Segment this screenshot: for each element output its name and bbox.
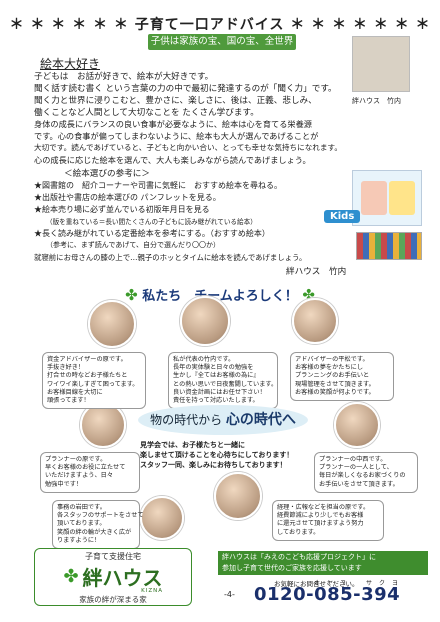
- member-photo: [334, 402, 380, 448]
- reading-illustration: [352, 170, 422, 226]
- logo-english: KIZNA: [141, 588, 163, 594]
- clover-icon: ✤: [63, 566, 79, 587]
- bookshelf-photo: [356, 232, 422, 260]
- article-subheading: ＜絵本選びの参考に＞: [64, 169, 150, 179]
- article-tip: ★図書館の 紹介コーナーや司書に気軽に おすすめ絵本を尋ねる。: [34, 181, 282, 190]
- article-title: 絵本大好き: [40, 57, 101, 71]
- article-line: 心の成長に応じた絵本を選んで、大人も楽しみながら読んであげましょう。: [34, 155, 311, 165]
- author-caption: 絆ハウス 竹内: [352, 97, 401, 105]
- project-banner: 絆ハウスは「みえのこども応援プロジェクト」に 参加し子育て世代のご家族を応援して…: [218, 551, 428, 575]
- member-bubble: 私が代表の竹内です。 長年の実体験と日々の勉強を 生かし『全てはお客様の為に』 との熱…: [168, 352, 278, 410]
- member-photo: [88, 300, 136, 348]
- company-logo: 子育て支援住宅 ✤ 絆ハウス KIZNA 家族の絆が深まる家: [34, 548, 192, 606]
- logo-name: 絆ハウス: [82, 566, 163, 590]
- member-photo: [214, 472, 262, 520]
- book-icon: [389, 181, 415, 215]
- member-bubble: プランナーの中西です。 プランナーの一人として、 毎日が楽しくなるお家づくりの お手伝…: [314, 452, 418, 493]
- era-banner: 物の時代から 心の時代へ: [138, 405, 308, 435]
- member-bubble: 資金アドバイザーの原です。 手抜き好き！ 打合せの時などお子様たちと ワイワイ楽しすぎ…: [42, 352, 146, 410]
- visit-message: 見学会では、お子様たちと一緒に 楽しませて頂けることを心待ちにしております！ ス…: [140, 441, 294, 469]
- member-bubble: 経理・広報などを担当の原です。 経費節減により少しでもお客様 に還元させて頂けますよ…: [272, 500, 384, 541]
- phone-number[interactable]: 0120-085-394: [254, 584, 401, 605]
- article-line: です。心の食事が偏ってしまわないように、絵本も大人が選んであげることが: [34, 131, 319, 141]
- banner: 子供は家族の宝、国の宝、全世界の宝: [148, 34, 296, 63]
- article-signature: 絆ハウス 竹内: [286, 267, 347, 277]
- member-bubble: アドバイザーの平松です。 お客様の夢をかたちにし プランニングのお手伝いと 現場管理を…: [290, 352, 394, 402]
- article-line: 身体の成長にバランスの良い食事が必要なように、絵本は心を育てる栄養源: [34, 119, 312, 129]
- author-photo: [352, 36, 410, 92]
- logo-tagline: 家族の絆が深まる家: [79, 595, 147, 604]
- member-bubble: 事務の岩田です。 各スタッフのサポートをさせて 頂いております。 笑顔の絆の輪が大きく…: [52, 500, 144, 550]
- member-bubble: プランナーの原です。 早くお客様のお役に立たせて いただけますよう、日々 勉強中です！: [40, 452, 140, 493]
- article-line: 働くことなど人間として大切なことを たくさん学びます。: [34, 108, 259, 118]
- member-photo: [292, 298, 338, 344]
- article-tip: （版を重ねている＝長い間たくさんの子どもに読み継がれている絵本）: [46, 218, 257, 226]
- phone-ruby: オヤコ サクヨ: [314, 580, 406, 587]
- article-closing: 就寝前にお母さんの膝の上で…親子のホッとタイムに絵本を読んであげましょう。: [34, 253, 307, 262]
- member-photo: [180, 296, 230, 346]
- member-photo: [140, 496, 184, 540]
- article-line: 聞く話す読む書く という言葉の力の中で最初に発達するのが「聞く力」です。: [34, 84, 337, 94]
- article-line: 子どもは お話が好きで、絵本が大好きです。: [34, 72, 214, 82]
- article-tip: ★長く読み継がれている定番絵本を参考にする。（おすすめ絵本）: [34, 229, 270, 238]
- page-number: -4-: [224, 590, 235, 599]
- article-tip: ★出版社や書店の絵本選びの パンフレットを見る。: [34, 193, 221, 202]
- article-tip: ★絵本売り場に必ず並んでいる初版年月日を見る: [34, 205, 210, 214]
- article-tip: （参考に、まず読んであげて、自分で選んだり〇〇か）: [46, 241, 221, 249]
- logo-subtitle: 子育て支援住宅: [85, 552, 141, 561]
- contact-text: お気軽にお問合せください。: [274, 580, 359, 588]
- book-icon: [361, 181, 387, 215]
- page-title: ＊ ＊ ＊ ＊ ＊ ＊ 子育て一口アドバイス ＊ ＊ ＊ ＊ ＊ ＊ ＊: [9, 17, 431, 33]
- article-line: 大切です。読んであげていると、子どもと向かい合い、とっても幸せな気持ちになれます…: [34, 143, 342, 152]
- clover-icon: ✤: [125, 286, 138, 304]
- article-line: 聞く力と世界に浸りこむと、豊かさに、楽しさに、後は、正義、悲しみ、: [34, 96, 317, 106]
- kids-book-cover: Kids: [324, 210, 361, 223]
